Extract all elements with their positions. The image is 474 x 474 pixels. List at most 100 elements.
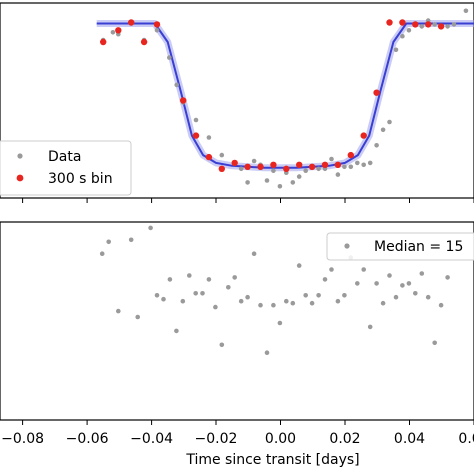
- legend-marker-median: [344, 243, 350, 249]
- data-point: [400, 33, 405, 39]
- residual-point: [251, 251, 257, 256]
- residual-point: [161, 296, 166, 302]
- residual-point: [316, 293, 321, 298]
- data-point: [154, 28, 160, 33]
- data-point: [206, 135, 212, 140]
- data-point: [251, 158, 257, 164]
- data-point: [463, 8, 469, 14]
- residual-point: [116, 308, 121, 314]
- residual-point: [284, 298, 289, 304]
- x-axis-label: Time since transit [days]: [185, 452, 359, 468]
- data-point: [264, 178, 270, 183]
- data-point: [406, 28, 412, 33]
- bin-point: [180, 97, 187, 104]
- residual-point: [438, 302, 444, 308]
- legend-label-data: Data: [48, 149, 81, 165]
- residual-point: [290, 300, 296, 306]
- legend-label-bin: 300 s bin: [48, 171, 113, 187]
- residual-point: [322, 277, 328, 282]
- residual-point: [187, 273, 192, 278]
- bin-point: [231, 159, 238, 167]
- bin-point: [115, 27, 122, 34]
- bottom-axes-frame: [0, 221, 474, 421]
- residual-point: [419, 271, 425, 276]
- residual-point: [335, 298, 341, 304]
- x-tick-label: 0.00: [265, 431, 296, 447]
- legend-label-median: Median = 15: [374, 239, 463, 255]
- residual-point: [135, 314, 140, 320]
- x-tick-label: −0.04: [130, 431, 173, 447]
- bin-point: [153, 21, 161, 28]
- data-point: [296, 174, 302, 179]
- residual-point: [213, 304, 218, 310]
- bin-point: [334, 161, 342, 168]
- residual-point: [296, 263, 302, 268]
- residual-point: [277, 320, 283, 326]
- data-point: [367, 160, 373, 166]
- residual-point: [413, 291, 418, 296]
- bin-point: [296, 161, 303, 168]
- x-tick-label: 0.02: [329, 431, 360, 447]
- residual-point: [342, 293, 347, 298]
- residual-point: [106, 239, 111, 245]
- bin-point: [128, 19, 135, 26]
- data-point: [348, 164, 354, 170]
- residual-point: [355, 281, 360, 286]
- residual-point: [309, 300, 315, 306]
- residual-point: [174, 328, 179, 334]
- bin-point: [192, 132, 200, 139]
- data-point: [419, 24, 425, 29]
- residual-point: [226, 285, 231, 290]
- x-tick-label: 0.06: [458, 431, 474, 447]
- residual-point: [393, 294, 399, 300]
- residual-point: [154, 293, 160, 298]
- bin-point: [100, 38, 107, 46]
- bin-point: [399, 19, 406, 26]
- residual-point: [232, 275, 237, 280]
- residual-point: [445, 275, 450, 280]
- data-point: [387, 119, 392, 125]
- residual-point: [180, 298, 186, 304]
- bin-point: [244, 163, 251, 170]
- residual-point: [200, 291, 205, 296]
- bottom-panel: −0.08 −0.06 −0.04 −0.02 0.00 0.02 0.04 0.06 Med…: [0, 221, 474, 468]
- residual-point: [219, 342, 225, 348]
- bottom-legend-box: [326, 232, 474, 261]
- residual-point: [387, 273, 392, 278]
- data-point: [335, 172, 341, 177]
- residual-point: [425, 294, 431, 300]
- residual-point: [271, 302, 276, 308]
- data-point: [290, 180, 296, 185]
- residual-point: [367, 324, 373, 330]
- x-tick-label: −0.06: [66, 431, 109, 447]
- bin-point: [270, 161, 277, 168]
- top-legend-box: [0, 140, 132, 196]
- data-point: [451, 22, 457, 27]
- data-point: [393, 47, 399, 53]
- bin-point: [412, 21, 419, 28]
- data-point: [238, 166, 244, 172]
- bin-point: [425, 21, 432, 28]
- data-point: [432, 22, 438, 27]
- legend-marker-bin: [16, 174, 24, 182]
- residual-point: [400, 283, 405, 288]
- data-point: [374, 143, 379, 148]
- data-point: [271, 168, 276, 173]
- data-point: [110, 30, 116, 35]
- residual-point: [432, 340, 438, 346]
- data-point: [380, 127, 386, 133]
- model-line: [96, 22, 474, 169]
- top-axes-frame: [0, 2, 474, 199]
- residual-point: [380, 300, 386, 306]
- bin-point: [283, 165, 290, 172]
- residual-point: [258, 302, 263, 308]
- bin-point: [386, 19, 393, 26]
- bin-point: [360, 132, 367, 139]
- residual-point: [264, 350, 270, 356]
- residual-point: [361, 267, 367, 272]
- top-x-ticks: [22, 198, 474, 203]
- bottom-points: [99, 225, 450, 356]
- top-panel: Data 300 s bin: [0, 2, 474, 203]
- data-point: [303, 168, 309, 173]
